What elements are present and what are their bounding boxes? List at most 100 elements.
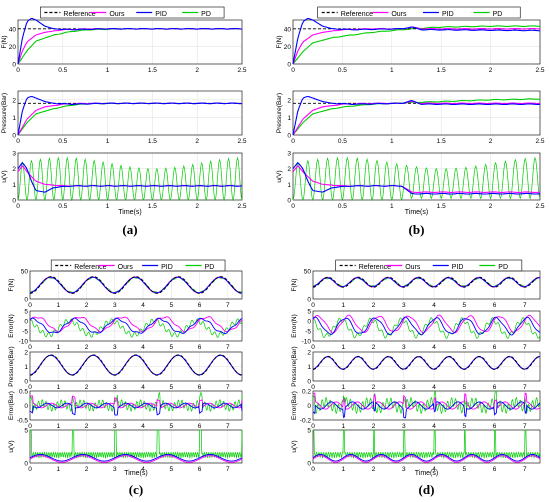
- x-tick-label: 2: [489, 67, 493, 74]
- axes-frame: [29, 390, 243, 421]
- x-axis-label: Time(s): [124, 470, 147, 477]
- x-tick-label: 0: [291, 138, 295, 145]
- y-tick-label: 0: [307, 403, 311, 410]
- axes-frame: [312, 390, 541, 421]
- series-line-pd: [17, 156, 243, 202]
- x-tick-label: 0.5: [338, 67, 347, 74]
- x-tick-label: 0.5: [338, 203, 347, 210]
- y-axis-label: F(N): [1, 36, 8, 49]
- x-tick-label: 5: [170, 384, 174, 391]
- axes-frame: [312, 270, 541, 300]
- x-tick-label: 0: [311, 344, 315, 351]
- y-tick-label: 20: [284, 44, 292, 51]
- x-tick-label: 7: [226, 384, 230, 391]
- legend-label-pd: PD: [205, 264, 215, 271]
- x-tick-label: 2.5: [535, 67, 544, 74]
- x-tick-label: 7: [523, 384, 527, 391]
- x-tick-label: 0: [311, 423, 315, 430]
- y-axis-label: F(N): [276, 36, 283, 49]
- x-tick-label: 0: [311, 302, 315, 309]
- figure-layer: Reference Ours PID PD0 0.5 1 1.5 2 2.502040F(N)0…: [1, 6, 545, 497]
- y-tick-label: 2: [287, 166, 291, 173]
- x-tick-label: 7: [523, 302, 527, 309]
- legend-label-pd: PD: [498, 264, 508, 271]
- x-tick-label: 2: [85, 384, 89, 391]
- axes-frame: [17, 19, 243, 65]
- y-tick-label: -0.5: [17, 418, 29, 425]
- series-line-pid: [17, 17, 243, 65]
- x-tick-label: 1: [56, 423, 60, 430]
- x-tick-label: 4: [141, 344, 145, 351]
- x-tick-label: 5: [170, 466, 174, 473]
- x-tick-label: 5: [170, 302, 174, 309]
- y-tick-label: 40: [9, 26, 17, 33]
- legend-label-reference: Reference: [359, 264, 391, 271]
- legend-label-reference: Reference: [63, 11, 95, 18]
- y-axis-label: u(V): [8, 440, 15, 452]
- x-tick-label: 6: [198, 423, 202, 430]
- x-tick-label: 0: [28, 344, 32, 351]
- y-tick-label: 1: [307, 364, 311, 371]
- series-line-pd: [29, 391, 243, 413]
- y-axis-label: u(V): [1, 170, 8, 182]
- x-tick-label: 2: [489, 203, 493, 210]
- y-tick-label: 0: [24, 297, 28, 304]
- axes-frame: [17, 152, 243, 201]
- x-tick-label: 2: [195, 138, 199, 145]
- x-tick-label: 2.5: [535, 138, 544, 145]
- series-line-pd: [312, 317, 541, 339]
- x-tick-label: 2: [372, 344, 376, 351]
- x-tick-label: 1.5: [437, 203, 446, 210]
- y-tick-label: 1: [287, 182, 291, 189]
- x-tick-label: 6: [198, 302, 202, 309]
- x-tick-label: 4: [141, 384, 145, 391]
- series-line-reference: [312, 276, 541, 288]
- y-tick-label: 1: [287, 115, 291, 122]
- x-tick-label: 5: [463, 423, 467, 430]
- y-tick-label: 50: [304, 269, 312, 276]
- x-tick-label: 2: [372, 384, 376, 391]
- y-tick-label: 5: [307, 428, 311, 435]
- series-line-reference: [29, 276, 243, 294]
- x-tick-label: 0: [16, 67, 20, 74]
- axes-frame: [292, 90, 541, 136]
- y-tick-label: 0.5: [19, 389, 28, 396]
- series-line-ours: [29, 455, 243, 463]
- x-tick-label: 4: [432, 384, 436, 391]
- y-axis-label: Error(Bar): [8, 391, 15, 420]
- panel-tag: (c): [129, 482, 143, 497]
- y-tick-label: 0: [12, 133, 16, 140]
- x-tick-label: 1: [56, 466, 60, 473]
- x-tick-label: 2: [195, 67, 199, 74]
- x-tick-label: 7: [226, 302, 230, 309]
- x-tick-label: 5: [170, 344, 174, 351]
- x-tick-label: 5: [463, 466, 467, 473]
- y-tick-label: 0: [287, 62, 291, 69]
- y-tick-label: 2: [12, 97, 16, 104]
- x-tick-label: 3: [402, 423, 406, 430]
- x-tick-label: 1: [56, 384, 60, 391]
- y-tick-label: -5: [305, 329, 311, 336]
- y-axis-label: Pressure(Bar): [1, 93, 8, 133]
- x-tick-label: 1: [390, 67, 394, 74]
- legend-box: [317, 6, 521, 19]
- x-tick-label: 6: [198, 466, 202, 473]
- y-tick-label: -10: [302, 339, 312, 346]
- y-tick-label: 1: [12, 182, 16, 189]
- x-tick-label: 0: [291, 203, 295, 210]
- y-tick-label: 50: [21, 269, 29, 276]
- axes-frame: [312, 429, 541, 464]
- y-tick-label: 2: [24, 350, 28, 357]
- legend-box: [40, 6, 225, 19]
- x-tick-label: 6: [493, 466, 497, 473]
- series-line-pid: [17, 95, 243, 136]
- x-tick-label: 5: [463, 344, 467, 351]
- panel-tag: (d): [419, 482, 435, 497]
- y-tick-label: 0: [24, 319, 28, 326]
- y-tick-label: 0: [12, 198, 16, 205]
- x-tick-label: 0: [28, 466, 32, 473]
- x-tick-label: 0.5: [58, 138, 67, 145]
- y-tick-label: 0: [307, 297, 311, 304]
- x-tick-label: 0.5: [58, 67, 67, 74]
- x-tick-label: 7: [226, 466, 230, 473]
